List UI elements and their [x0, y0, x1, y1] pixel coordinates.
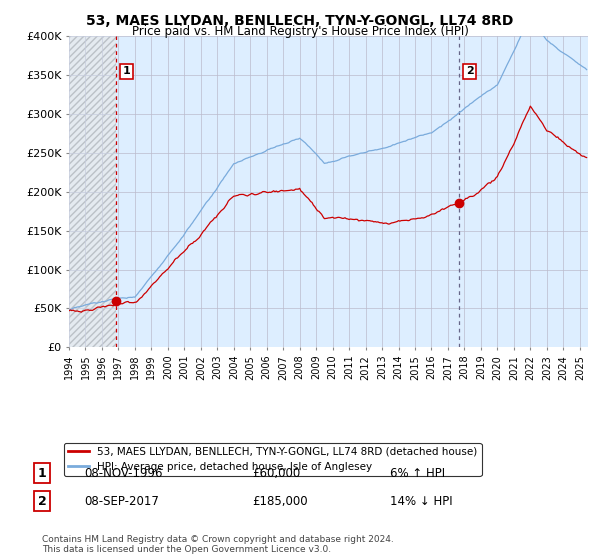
- Text: 1: 1: [123, 67, 130, 76]
- Text: 53, MAES LLYDAN, BENLLECH, TYN-Y-GONGL, LL74 8RD: 53, MAES LLYDAN, BENLLECH, TYN-Y-GONGL, …: [86, 14, 514, 28]
- Text: 1: 1: [38, 466, 46, 480]
- Text: £185,000: £185,000: [252, 494, 308, 508]
- Text: 6% ↑ HPI: 6% ↑ HPI: [390, 466, 445, 480]
- Text: 2: 2: [38, 494, 46, 508]
- Bar: [69, 36, 116, 347]
- Text: 2: 2: [466, 67, 473, 76]
- Text: 14% ↓ HPI: 14% ↓ HPI: [390, 494, 452, 508]
- Text: 08-SEP-2017: 08-SEP-2017: [84, 494, 159, 508]
- Bar: [69, 36, 116, 347]
- Text: £60,000: £60,000: [252, 466, 300, 480]
- Text: Price paid vs. HM Land Registry's House Price Index (HPI): Price paid vs. HM Land Registry's House …: [131, 25, 469, 38]
- Legend: 53, MAES LLYDAN, BENLLECH, TYN-Y-GONGL, LL74 8RD (detached house), HPI: Average : 53, MAES LLYDAN, BENLLECH, TYN-Y-GONGL, …: [64, 442, 482, 476]
- Text: 08-NOV-1996: 08-NOV-1996: [84, 466, 163, 480]
- Text: Contains HM Land Registry data © Crown copyright and database right 2024.
This d: Contains HM Land Registry data © Crown c…: [42, 535, 394, 554]
